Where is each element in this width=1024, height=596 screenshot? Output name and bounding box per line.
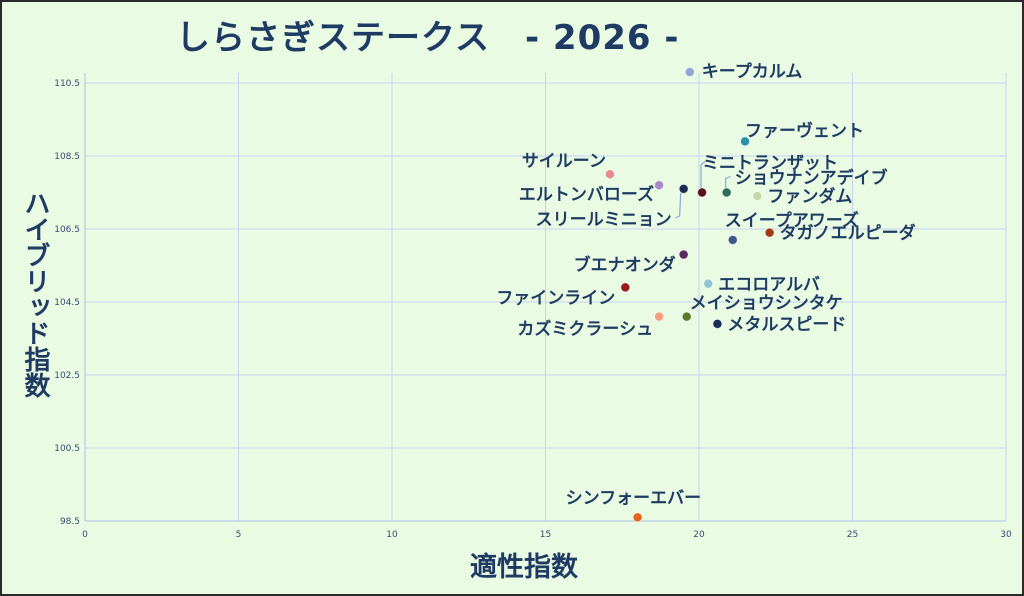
data-point[interactable] (605, 169, 615, 180)
data-point[interactable] (678, 183, 689, 194)
data-point[interactable] (620, 282, 631, 293)
point-label: ファーヴェント (745, 120, 864, 141)
x-tick-label: 10 (386, 530, 398, 540)
data-point[interactable] (632, 512, 643, 523)
point-label: メイショウシンタケ (690, 294, 843, 314)
data-point[interactable] (764, 227, 775, 238)
point-label: キープカルム (702, 61, 803, 82)
data-point[interactable] (654, 180, 664, 191)
x-tick-label: 0 (82, 530, 88, 540)
y-tick-label: 102.5 (54, 371, 80, 381)
y-tick-label: 100.5 (54, 444, 80, 454)
data-point[interactable] (681, 311, 692, 322)
x-tick-label: 15 (540, 530, 551, 540)
y-axis-label: ハイブリッド指数 (20, 190, 50, 398)
point-label: エコロアルバ (718, 275, 820, 295)
point-label: ブエナオンダ (574, 255, 676, 276)
point-label: ミニトランザット (702, 154, 838, 174)
data-point[interactable] (697, 187, 707, 198)
point-label: エルトンバローズ (519, 184, 654, 205)
x-tick-label: 30 (1000, 530, 1012, 540)
x-axis-label: 適性指数 (470, 552, 578, 583)
y-tick-label: 110.5 (54, 79, 80, 89)
x-tick-label: 25 (847, 530, 858, 540)
x-tick-label: 20 (693, 530, 705, 540)
point-label: タガノエルピーダ (780, 223, 916, 244)
point-label: ファンダム (767, 186, 852, 207)
data-point[interactable] (654, 311, 664, 322)
point-label: カズミクラーシュ (517, 319, 653, 340)
data-point[interactable] (740, 136, 750, 147)
y-tick-label: 106.5 (54, 225, 80, 235)
data-point[interactable] (712, 318, 723, 329)
y-tick-label: 108.5 (54, 152, 80, 162)
data-point[interactable] (678, 249, 689, 260)
data-point[interactable] (727, 235, 738, 245)
point-label: スイープアワーズ (725, 210, 859, 231)
point-label: シンフォーエバー (566, 488, 702, 508)
data-point[interactable] (703, 278, 714, 289)
x-tick-label: 5 (236, 530, 242, 540)
chart-title: しらさぎステークス - 2026 - (176, 18, 680, 58)
data-point[interactable] (752, 191, 763, 202)
y-tick-label: 104.5 (54, 298, 80, 308)
point-label: メタルスピード (727, 315, 846, 335)
point-label: サイルーン (522, 151, 606, 171)
point-label: スリールミニョン (536, 210, 672, 230)
point-label: ファインライン (496, 288, 615, 308)
point-label: ショウナンアデイブ (735, 168, 888, 189)
data-point[interactable] (684, 67, 695, 77)
data-point[interactable] (721, 187, 732, 198)
y-tick-label: 98.5 (60, 517, 80, 527)
